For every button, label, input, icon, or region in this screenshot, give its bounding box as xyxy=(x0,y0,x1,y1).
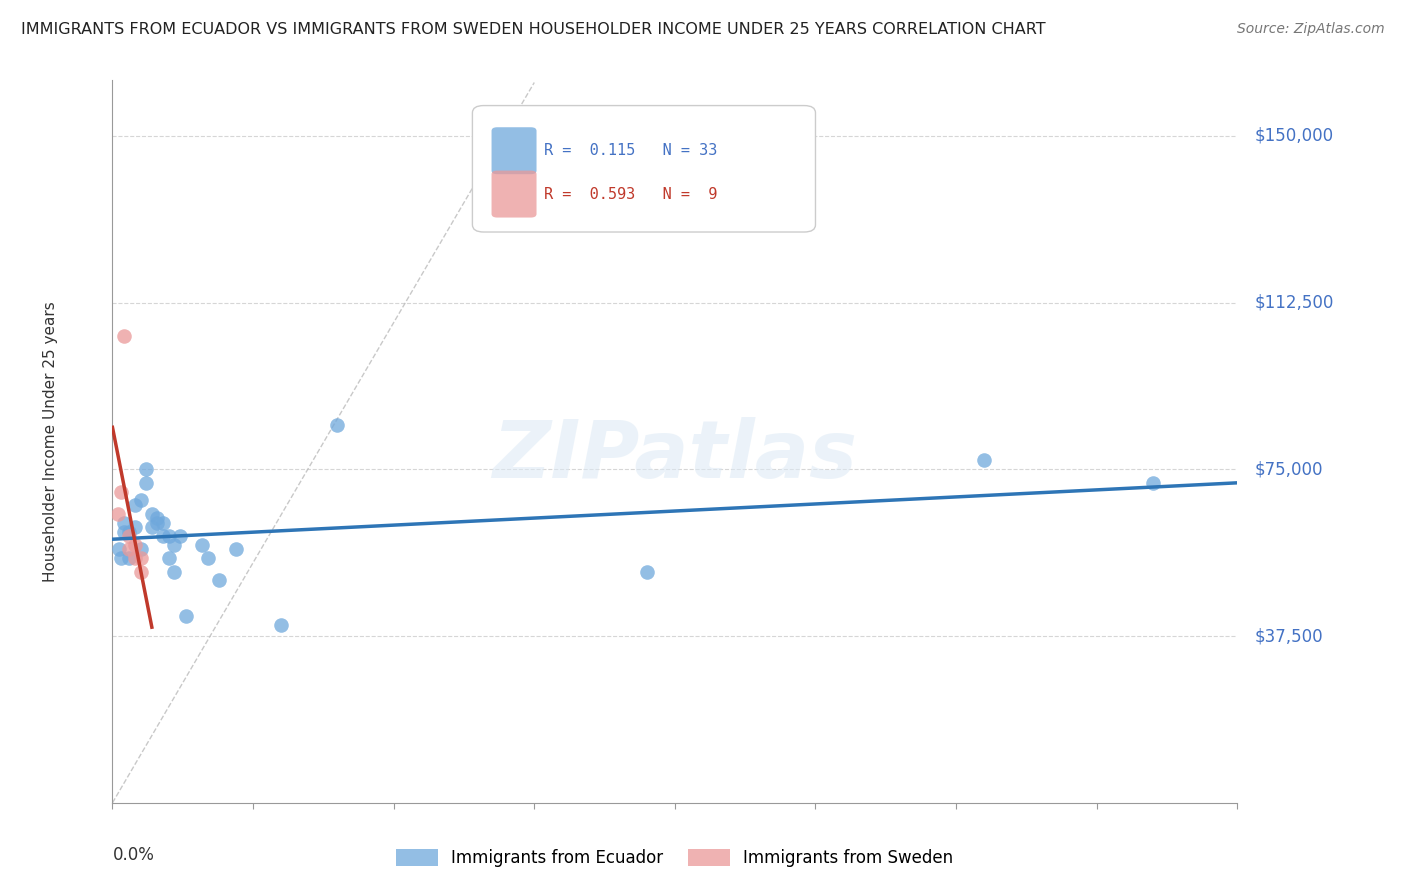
Point xyxy=(146,516,169,530)
Text: Source: ZipAtlas.com: Source: ZipAtlas.com xyxy=(1237,22,1385,37)
Point xyxy=(146,511,169,525)
Point xyxy=(141,507,163,521)
Point xyxy=(135,475,157,490)
Point xyxy=(1142,475,1164,490)
FancyBboxPatch shape xyxy=(492,170,537,218)
Point xyxy=(163,565,186,579)
Text: ZIPatlas: ZIPatlas xyxy=(492,417,858,495)
Point xyxy=(108,542,131,557)
Point xyxy=(197,551,219,566)
Point xyxy=(157,529,180,543)
Point xyxy=(191,538,214,552)
Point xyxy=(326,417,349,432)
Text: R =  0.593   N =  9: R = 0.593 N = 9 xyxy=(544,186,718,202)
Point xyxy=(112,524,135,539)
Point xyxy=(118,551,141,566)
Point xyxy=(973,453,995,467)
Text: IMMIGRANTS FROM ECUADOR VS IMMIGRANTS FROM SWEDEN HOUSEHOLDER INCOME UNDER 25 YE: IMMIGRANTS FROM ECUADOR VS IMMIGRANTS FR… xyxy=(21,22,1046,37)
Point xyxy=(174,609,197,624)
Point xyxy=(152,529,174,543)
Point xyxy=(157,551,180,566)
Point xyxy=(141,520,163,534)
Point xyxy=(118,529,141,543)
FancyBboxPatch shape xyxy=(492,128,537,174)
Text: $150,000: $150,000 xyxy=(1254,127,1333,145)
Point xyxy=(118,542,141,557)
Point xyxy=(225,542,247,557)
Point xyxy=(110,484,132,499)
Point xyxy=(112,329,135,343)
Point xyxy=(169,529,191,543)
Legend: Immigrants from Ecuador, Immigrants from Sweden: Immigrants from Ecuador, Immigrants from… xyxy=(389,842,960,874)
Point xyxy=(118,524,141,539)
Point xyxy=(152,516,174,530)
Point xyxy=(124,551,146,566)
Point xyxy=(135,462,157,476)
Point xyxy=(129,542,152,557)
Point xyxy=(110,551,132,566)
Point xyxy=(636,565,658,579)
FancyBboxPatch shape xyxy=(472,105,815,232)
Point xyxy=(129,551,152,566)
Text: $37,500: $37,500 xyxy=(1254,627,1323,645)
Point xyxy=(112,516,135,530)
Text: 0.0%: 0.0% xyxy=(112,847,155,864)
Text: $112,500: $112,500 xyxy=(1254,293,1333,311)
Text: Householder Income Under 25 years: Householder Income Under 25 years xyxy=(44,301,58,582)
Point xyxy=(129,493,152,508)
Point xyxy=(124,520,146,534)
Point xyxy=(124,498,146,512)
Point xyxy=(270,618,292,632)
Point xyxy=(208,574,231,588)
Point xyxy=(163,538,186,552)
Text: $75,000: $75,000 xyxy=(1254,460,1323,478)
Point xyxy=(129,565,152,579)
Point xyxy=(124,538,146,552)
Point xyxy=(107,507,129,521)
Text: R =  0.115   N = 33: R = 0.115 N = 33 xyxy=(544,144,718,158)
